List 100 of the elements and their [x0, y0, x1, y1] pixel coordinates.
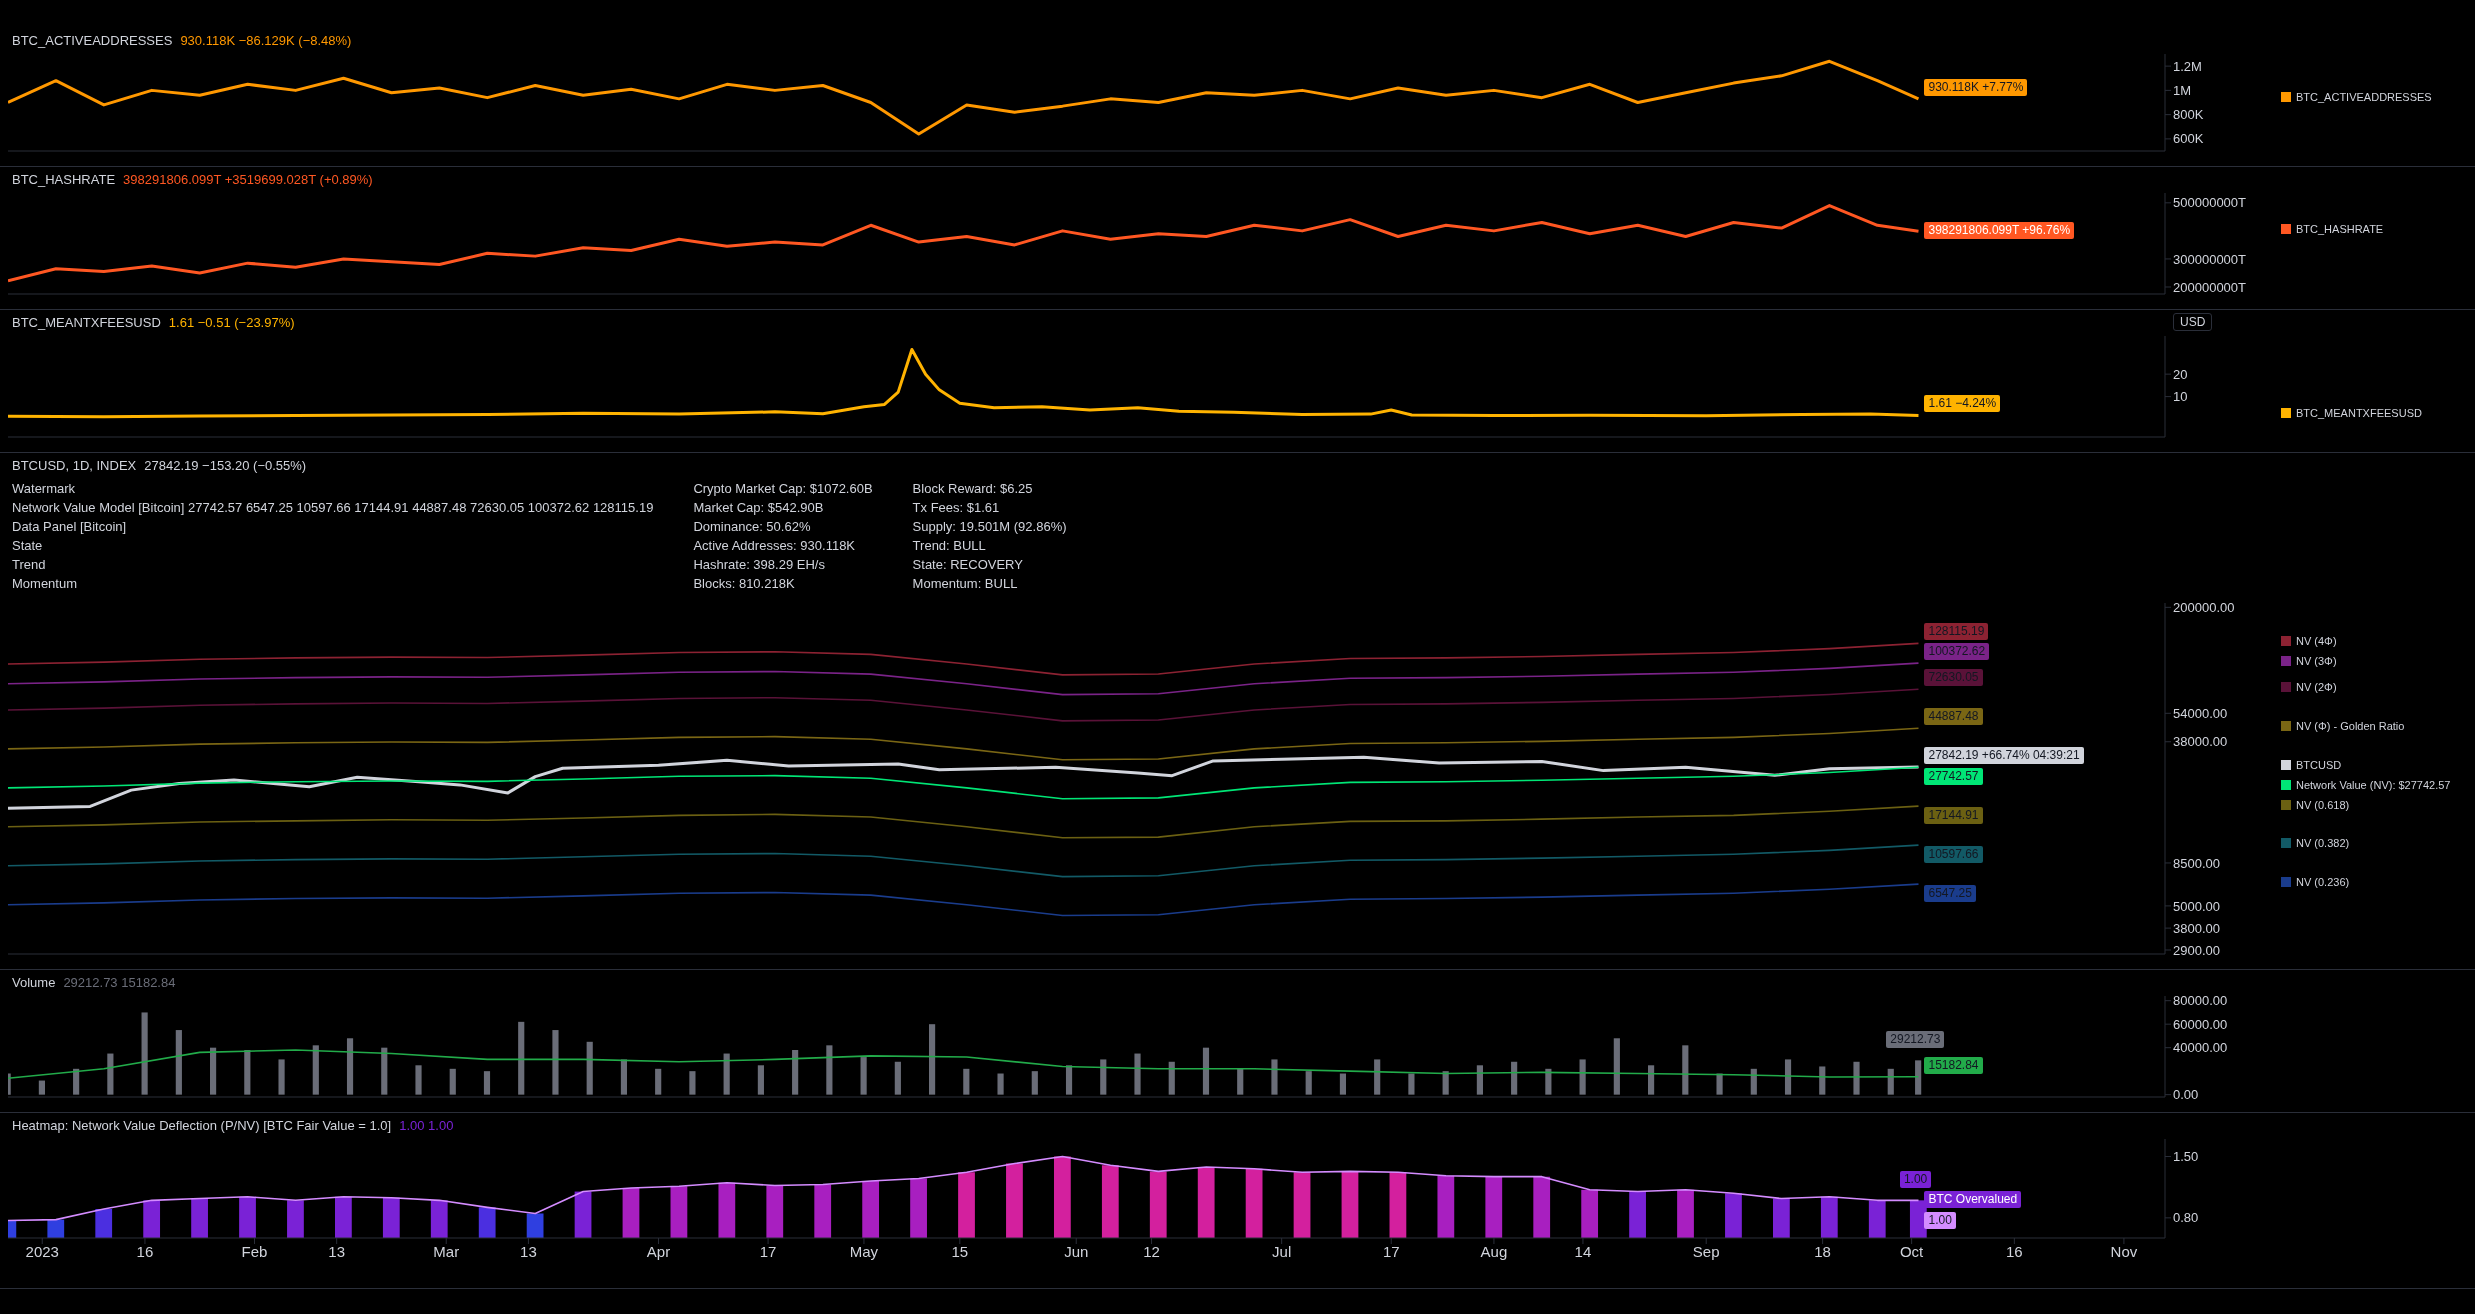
x-tick-label: 13: [520, 1242, 537, 1260]
text: State: [12, 537, 44, 555]
line-series: [8, 347, 1920, 419]
bar: [963, 1068, 970, 1095]
bar: [1271, 1059, 1278, 1095]
chart-title: BTCUSD, 1D, INDEX: [12, 458, 137, 473]
data-label: 15182.84: [1924, 1056, 1983, 1074]
x-tick-label: Jul: [1272, 1242, 1292, 1260]
bar: [278, 1059, 285, 1095]
chart-subtitle: 1.00 1.00: [399, 1118, 454, 1133]
legend-label: BTCUSD: [2296, 758, 2342, 771]
data-label: 27742.57: [1924, 768, 1983, 786]
bar: [1339, 1073, 1347, 1095]
chart-subtitle: 27842.19 −153.20 (−0.55%): [144, 458, 307, 473]
bar: [929, 1024, 936, 1095]
x-tick-label: 14: [1574, 1242, 1592, 1260]
y-tick-label: 1.2M: [2173, 58, 2202, 74]
annotation: 398291806.099T +96.76%: [1924, 221, 2075, 239]
legend-label: BTC_MEANTXFEESUSD: [2296, 407, 2422, 420]
bar: [1374, 1059, 1381, 1095]
x-tick-label: 17: [759, 1242, 777, 1260]
bar: [312, 1045, 319, 1095]
y-tick-label: 800K: [2173, 107, 2204, 123]
text: Network Value Model [Bitcoin] 27742.57 6547.25 10597.66 17144.91 44887.48 72630.05 100372.62 128115.19: [12, 499, 654, 517]
x-tick-label: 16: [136, 1242, 154, 1260]
bar: [1134, 1053, 1141, 1095]
y-tick-label: 2900.00: [2173, 942, 2220, 958]
text: Data Panel [Bitcoin]: [12, 518, 128, 536]
text: Trend: [12, 556, 47, 574]
text: Block Reward: $6.25: [912, 480, 1034, 498]
text: Active Addresses: 930.118K: [693, 537, 857, 555]
bar: [552, 1030, 559, 1095]
line-series: [8, 755, 1920, 810]
line-series: [8, 662, 1920, 696]
y-axis-title: USD: [2173, 313, 2213, 331]
y-tick-label: 54000.00: [2173, 705, 2228, 721]
x-tick-label: 15: [951, 1242, 969, 1260]
text: Market Cap: $542.90B: [693, 499, 825, 517]
bar: [107, 1053, 114, 1095]
data-label: 1.00: [1899, 1171, 1932, 1189]
y-tick-label: 1.50: [2173, 1149, 2199, 1165]
line-series: [8, 204, 1920, 283]
x-tick-label: Oct: [1899, 1242, 1925, 1260]
annotation: BTC Overvalued: [1924, 1190, 2022, 1208]
text: Crypto Market Cap: $1072.60B: [693, 480, 873, 498]
bar: [1202, 1047, 1210, 1095]
legend-label: NV (0.618): [2296, 798, 2350, 811]
data-label: 1.61 −4.24%: [1924, 395, 2001, 413]
data-label: 72630.05: [1924, 669, 1983, 687]
bar: [73, 1068, 80, 1095]
bar: [175, 1030, 182, 1095]
bar: [1853, 1061, 1860, 1095]
legend-label: BTC_HASHRATE: [2296, 223, 2384, 236]
bar: [210, 1047, 217, 1095]
bar: [826, 1045, 833, 1095]
data-label: 1.00: [1924, 1211, 1956, 1229]
bar: [655, 1068, 662, 1095]
line-series: [8, 844, 1920, 878]
y-tick-label: 38000.00: [2173, 734, 2228, 750]
bar: [1716, 1073, 1723, 1095]
bar: [1065, 1065, 1073, 1095]
bar: [689, 1071, 696, 1095]
line-series: [8, 727, 1920, 761]
chart-title: BTC_ACTIVEADDRESSES: [12, 33, 173, 48]
bar: [792, 1050, 799, 1095]
bar: [1031, 1071, 1038, 1095]
chart-title: BTC_HASHRATE: [12, 172, 116, 187]
x-tick-label: Mar: [433, 1242, 460, 1260]
data-label: 6547.25: [1924, 885, 1976, 903]
legend-label: NV (0.382): [2296, 837, 2350, 850]
y-tick-label: 200000000T: [2173, 279, 2247, 295]
x-tick-label: Nov: [2110, 1242, 2138, 1260]
legend-label: NV (Φ) - Golden Ratio: [2296, 720, 2405, 733]
text: Blocks: 810.218K: [693, 575, 796, 593]
y-tick-label: 80000.00: [2173, 993, 2228, 1009]
legend-label: NV (3Φ): [2296, 655, 2337, 668]
x-tick-label: 16: [2006, 1242, 2023, 1260]
line-series: [8, 642, 1920, 676]
y-tick-label: 3800.00: [2173, 920, 2220, 936]
chart-subtitle: 398291806.099T +3519699.028T (+0.89%): [123, 172, 373, 187]
y-tick-label: 0.80: [2173, 1210, 2199, 1226]
y-tick-label: 5000.00: [2173, 898, 2220, 914]
bar: [860, 1057, 867, 1095]
y-tick-label: 300000000T: [2173, 251, 2247, 267]
line-series: [8, 766, 1920, 800]
legend-label: NV (4Φ): [2296, 635, 2337, 648]
bar: [1168, 1061, 1175, 1095]
bar: [723, 1053, 730, 1095]
bar: [757, 1065, 764, 1095]
bar: [1305, 1071, 1312, 1095]
bar: [620, 1059, 628, 1095]
bar: [1476, 1065, 1483, 1095]
bar: [997, 1073, 1004, 1095]
bar: [381, 1047, 388, 1095]
bar: [38, 1080, 45, 1095]
text: Momentum: [12, 575, 79, 593]
y-tick-label: 200000.00: [2173, 599, 2235, 615]
bar: [415, 1065, 422, 1095]
chart-title: Volume: [12, 975, 56, 990]
y-tick-label: 8500.00: [2173, 855, 2220, 871]
